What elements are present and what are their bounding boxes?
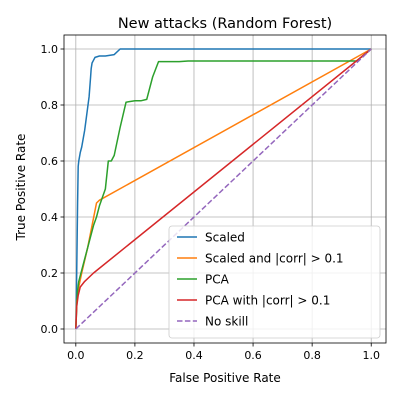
series-layer (75, 48, 372, 330)
x-tick-label: 0.4 (185, 349, 203, 362)
y-axis-label: True Positive Rate (14, 134, 28, 242)
x-tick-label: 0.6 (244, 349, 262, 362)
y-tick-label: 0.4 (41, 211, 59, 224)
series-line-no-skill (75, 48, 372, 330)
legend-label: PCA (205, 273, 230, 287)
series-line-pca-with-corr-0-1 (75, 48, 372, 330)
x-tick-label: 0.2 (126, 349, 144, 362)
y-tick-label: 1.0 (41, 43, 59, 56)
legend-label: Scaled and |corr| > 0.1 (205, 252, 344, 266)
legend-label: No skill (205, 315, 248, 329)
grid (64, 35, 386, 343)
series-line-scaled (75, 48, 372, 330)
y-tick-label: 0.0 (41, 323, 59, 336)
x-tick-label: 0.8 (303, 349, 321, 362)
y-tick-label: 0.2 (41, 267, 59, 280)
y-tick-label: 0.6 (41, 155, 59, 168)
legend-label: Scaled (205, 231, 245, 245)
chart-title: New attacks (Random Forest) (118, 16, 332, 32)
x-tick-label: 0.0 (67, 349, 85, 362)
x-axis-label: False Positive Rate (169, 371, 281, 385)
y-tick-label: 0.8 (41, 99, 59, 112)
legend-box (168, 225, 381, 339)
axes-frame (63, 34, 387, 344)
legend: Scaled Scaled and |corr| > 0.1 PCA PCA with… (168, 225, 381, 339)
series-line-pca (75, 48, 372, 330)
legend-label: PCA with |corr| > 0.1 (205, 294, 330, 308)
x-tick-label: 1.0 (362, 349, 380, 362)
ticks: 0.0 0.2 0.4 0.6 0.8 1.0 0.0 0.2 0.4 0.6 0.8 1.0 (41, 43, 380, 362)
